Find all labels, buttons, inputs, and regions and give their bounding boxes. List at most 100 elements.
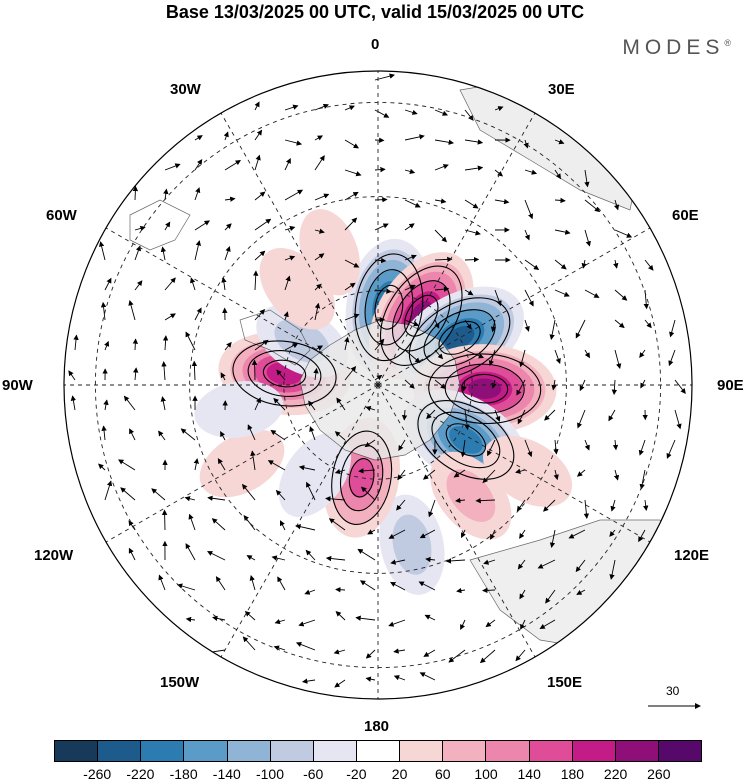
wind-arrow <box>360 486 376 501</box>
wind-arrow <box>132 185 139 201</box>
wind-arrow <box>434 139 455 145</box>
wind-arrow <box>302 678 316 684</box>
wind-arrow <box>217 458 226 471</box>
wind-arrow <box>487 439 496 457</box>
wind-arrow <box>639 469 646 490</box>
wind-arrow <box>134 245 141 261</box>
colorbar-tick-label: -60 <box>303 766 324 782</box>
wind-arrow <box>464 199 479 209</box>
wind-arrow <box>254 397 261 411</box>
wind-arrow <box>328 518 346 531</box>
wind-arrow <box>576 469 586 477</box>
wind-arrow <box>335 587 346 593</box>
colorbar-tick-label: -100 <box>255 766 285 782</box>
wind-arrow <box>298 465 316 471</box>
wind-arrow <box>284 104 299 111</box>
wind-arrow <box>404 319 420 327</box>
wind-arrow <box>308 400 316 411</box>
streamline-contour <box>417 399 515 480</box>
lon-label-90w: 90W <box>2 377 33 394</box>
anomaly-contour <box>449 426 483 454</box>
streamline-contour <box>391 280 451 352</box>
wind-arrow <box>344 105 355 111</box>
wind-arrow <box>254 309 266 321</box>
colorbar-tick-label: 100 <box>474 766 498 782</box>
wind-arrow <box>273 397 286 411</box>
wind-arrow <box>524 439 533 458</box>
anomaly-contour <box>483 435 573 507</box>
wind-arrow <box>434 286 450 292</box>
wind-arrow <box>419 672 436 681</box>
wind-arrow <box>254 129 263 141</box>
wind-arrow <box>464 409 470 431</box>
wind-arrow <box>120 487 136 501</box>
wind-arrow <box>494 289 502 307</box>
wind-arrow <box>494 169 504 177</box>
wind-arrow <box>162 335 169 351</box>
wind-arrow <box>516 499 526 512</box>
wind-arrow <box>220 431 226 441</box>
wind-arrow <box>554 169 562 180</box>
wind-arrow <box>490 319 497 333</box>
wind-arrow <box>129 428 136 441</box>
wind-arrow <box>428 499 436 518</box>
wind-arrow <box>584 439 590 451</box>
wind-arrow <box>614 349 622 370</box>
wind-arrow <box>309 426 316 441</box>
wind-arrow <box>494 198 510 205</box>
wind-arrow <box>554 259 567 270</box>
wind-arrow <box>554 197 566 204</box>
wind-arrow <box>434 109 449 116</box>
wind-arrow <box>460 529 466 539</box>
wind-arrow <box>388 619 406 627</box>
lon-label-150w: 150W <box>160 674 200 691</box>
colorbar-swatch <box>312 741 356 761</box>
wind-arrow <box>584 349 590 359</box>
wind-arrow <box>544 409 556 421</box>
wind-arrow <box>224 246 231 261</box>
colorbar-swatch <box>485 741 529 761</box>
wind-arrow <box>73 334 79 351</box>
wind-arrow <box>643 499 649 512</box>
wind-arrow <box>404 134 425 141</box>
wind-arrow <box>123 395 136 411</box>
brand-logo: MODES® <box>622 36 736 59</box>
wind-arrow <box>614 229 633 238</box>
wind-arrow <box>401 409 408 421</box>
wind-arrow <box>545 589 556 604</box>
wind-arrow <box>575 559 586 573</box>
wind-arrow <box>575 319 586 339</box>
wind-arrow <box>374 109 390 118</box>
wind-arrow <box>284 157 291 171</box>
wind-arrow <box>638 439 646 456</box>
wind-arrow <box>674 379 686 394</box>
wind-arrow <box>519 529 526 539</box>
colorbar <box>54 740 702 762</box>
wind-arrow <box>434 256 453 263</box>
wind-arrow <box>418 581 436 591</box>
wind-arrow <box>284 275 291 291</box>
wind-arrow <box>128 547 136 561</box>
wind-arrow <box>539 619 556 629</box>
wind-arrow <box>453 469 466 478</box>
streamline-contour <box>354 253 424 362</box>
wind-arrow <box>224 159 241 171</box>
wind-arrow <box>344 139 360 149</box>
colorbar-tick-label: 220 <box>603 766 628 782</box>
wind-arrow <box>224 196 236 202</box>
wind-arrow <box>283 311 289 321</box>
anomaly-contour <box>194 381 284 438</box>
wind-arrow <box>611 379 618 396</box>
wind-arrow <box>374 166 386 173</box>
wind-arrow <box>644 319 652 329</box>
wind-arrow <box>554 139 565 145</box>
wind-arrow <box>388 529 406 539</box>
wind-arrow <box>344 366 357 381</box>
wind-arrow <box>554 289 570 297</box>
wind-arrow <box>161 361 167 381</box>
wind-arrow <box>194 187 201 201</box>
wind-arrow <box>390 559 406 565</box>
wind-arrow <box>483 559 496 565</box>
wind-arrow <box>583 499 590 519</box>
wind-arrow <box>494 106 504 112</box>
